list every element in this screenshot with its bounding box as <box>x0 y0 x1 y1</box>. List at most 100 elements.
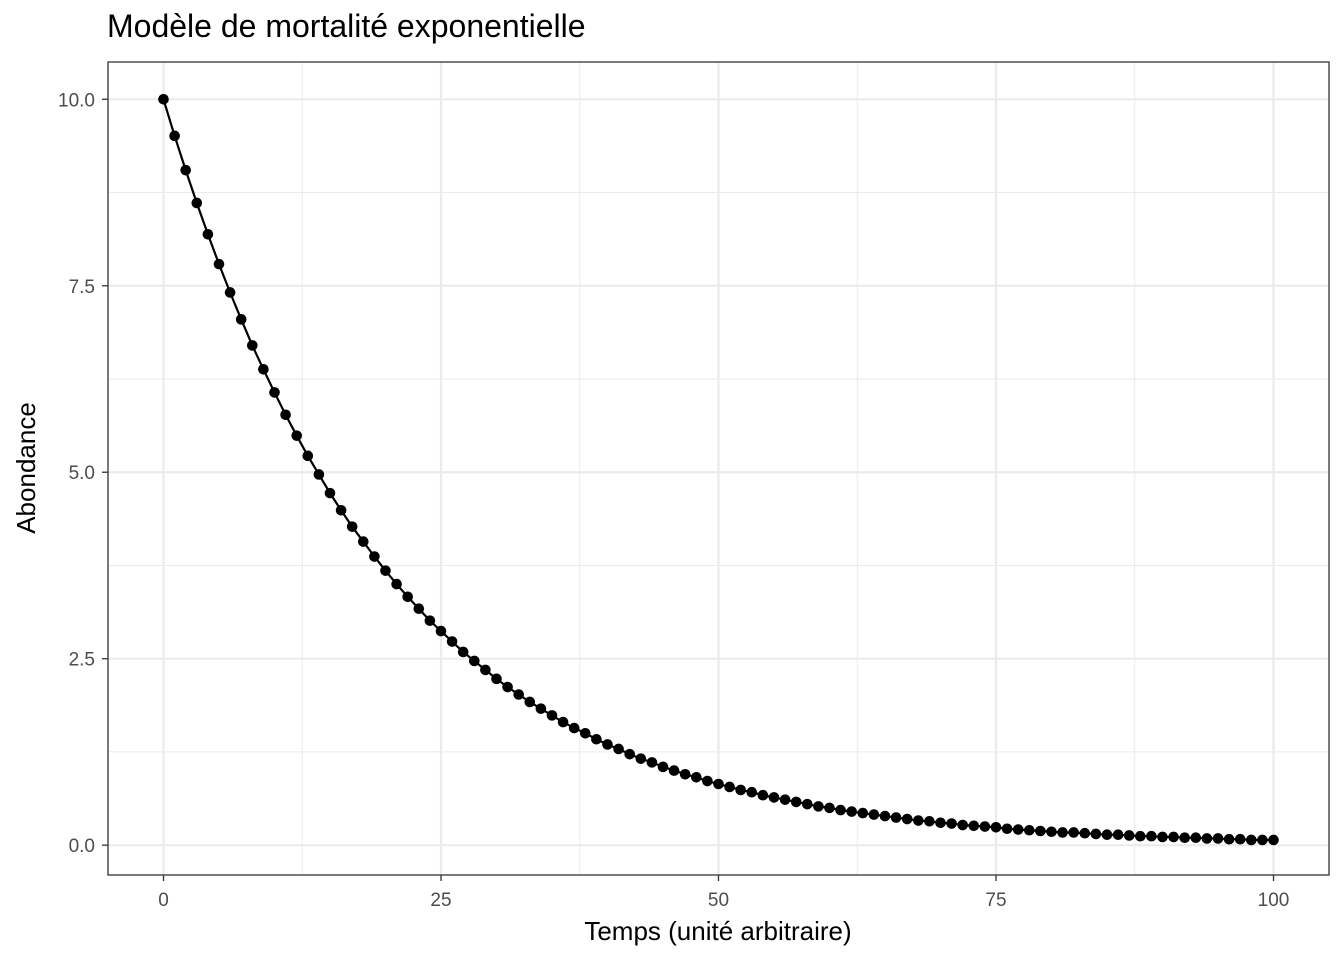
data-point <box>813 801 824 812</box>
y-tick-label: 10.0 <box>58 90 95 111</box>
data-point <box>679 769 691 780</box>
data-point <box>957 819 968 831</box>
data-point <box>480 664 491 676</box>
data-point <box>1212 833 1224 844</box>
data-point <box>524 696 536 708</box>
data-point <box>391 578 402 590</box>
y-tick-label: 7.5 <box>69 277 95 298</box>
data-point <box>624 748 635 760</box>
data-point <box>369 551 380 562</box>
data-point <box>591 733 602 745</box>
data-point <box>258 363 269 375</box>
data-point <box>1123 830 1135 841</box>
data-point <box>790 796 802 808</box>
data-point <box>1246 834 1257 846</box>
data-point <box>380 565 391 576</box>
data-point <box>746 786 758 798</box>
data-point <box>1057 827 1068 838</box>
data-point <box>247 340 258 351</box>
data-point <box>1223 833 1235 845</box>
data-point <box>557 716 569 728</box>
data-point <box>691 771 702 783</box>
data-point <box>213 258 225 270</box>
data-point <box>402 591 414 603</box>
data-point <box>224 287 236 298</box>
data-point <box>1201 833 1213 844</box>
y-tick-label: 0.0 <box>69 836 95 857</box>
data-point <box>1179 832 1190 844</box>
data-point <box>502 681 513 693</box>
data-point <box>1024 824 1035 836</box>
data-point <box>1146 830 1157 842</box>
data-point <box>358 536 369 547</box>
x-tick-label: 50 <box>708 890 729 911</box>
data-point <box>1112 829 1124 841</box>
data-point <box>346 521 358 532</box>
data-point <box>1046 826 1057 838</box>
data-point <box>535 703 547 714</box>
data-point <box>191 197 203 209</box>
data-point <box>313 469 325 480</box>
data-point <box>646 757 658 768</box>
data-point <box>169 130 180 142</box>
data-point <box>435 625 447 637</box>
data-point <box>291 430 303 441</box>
data-point <box>158 93 169 105</box>
data-point <box>901 813 913 825</box>
data-point <box>280 409 291 421</box>
x-axis-title: Temps (unité arbitraire) <box>584 916 851 946</box>
data-point <box>990 821 1002 833</box>
data-point <box>1079 827 1091 839</box>
data-point <box>846 806 857 817</box>
data-point <box>668 765 680 776</box>
data-point <box>457 646 469 658</box>
data-point <box>824 802 835 814</box>
data-point <box>202 228 214 240</box>
data-point <box>1234 833 1246 845</box>
data-point <box>1068 827 1079 838</box>
data-point <box>924 815 935 827</box>
x-tick-label: 25 <box>430 890 451 911</box>
y-tick-label: 2.5 <box>69 650 95 671</box>
data-point <box>635 753 647 764</box>
data-point <box>180 164 191 176</box>
data-point <box>768 792 780 803</box>
data-point <box>857 807 869 819</box>
data-point <box>1157 831 1168 843</box>
data-points <box>158 93 1279 846</box>
data-point <box>335 504 347 516</box>
data-point <box>424 615 436 626</box>
data-point <box>513 689 524 700</box>
data-point <box>1257 834 1268 846</box>
data-point <box>1090 828 1102 840</box>
data-point <box>724 781 735 793</box>
data-point <box>757 789 769 801</box>
data-point <box>1035 825 1046 837</box>
data-point <box>879 810 891 822</box>
data-point <box>580 727 591 739</box>
data-point <box>702 775 713 787</box>
data-point <box>1268 834 1279 846</box>
data-point <box>446 636 458 647</box>
data-point <box>546 710 558 721</box>
data-point <box>1168 831 1179 843</box>
x-tick-label: 100 <box>1258 890 1290 911</box>
data-point <box>269 387 280 398</box>
data-point <box>1135 830 1146 842</box>
x-tick-label: 0 <box>158 890 169 911</box>
data-point <box>1012 824 1024 835</box>
data-point <box>1190 832 1202 844</box>
data-point <box>413 603 425 615</box>
data-point <box>302 450 314 462</box>
data-point <box>568 722 580 734</box>
data-point <box>835 804 846 816</box>
data-point <box>602 739 613 750</box>
data-point <box>613 743 624 755</box>
data-point <box>968 820 980 832</box>
axis-ticks: 0 25 50 75 100 0.0 2.5 5.0 7.5 10.0 <box>58 90 1289 911</box>
grid-lines <box>108 62 1329 875</box>
data-point <box>868 809 880 820</box>
data-point <box>1001 823 1013 835</box>
data-point <box>735 784 746 796</box>
